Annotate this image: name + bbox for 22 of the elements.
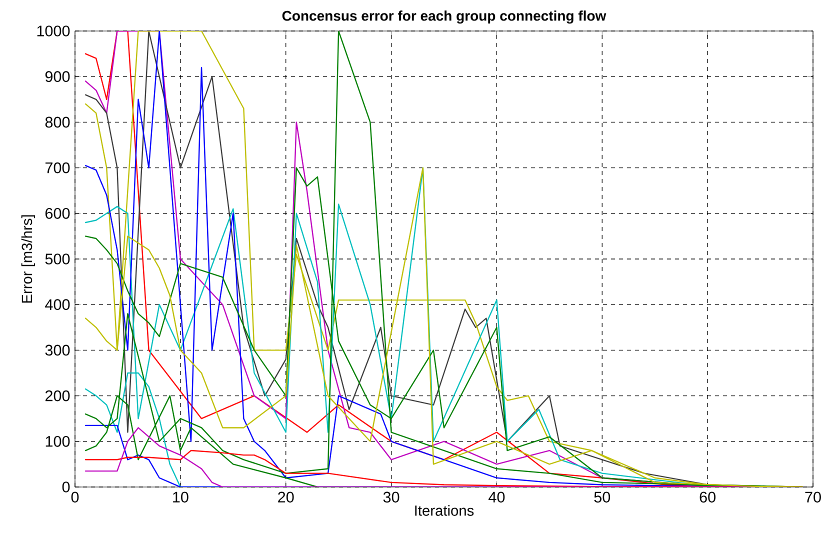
y-tick-label: 1000: [37, 26, 70, 36]
x-tick-label: 60: [700, 492, 716, 503]
x-axis-title: Iterations: [415, 505, 474, 516]
x-tick-label: 30: [383, 492, 400, 503]
x-tick-label: 40: [488, 492, 505, 503]
x-tick-label: 0: [71, 492, 79, 503]
x-tick-label: 70: [805, 492, 821, 503]
y-tick-label: 900: [45, 71, 70, 82]
y-tick-label: 700: [46, 162, 70, 174]
x-tick-label: 20: [278, 492, 294, 503]
y-tick-label: 400: [45, 299, 70, 310]
y-tick-label: 600: [45, 208, 70, 219]
y-tick-label: 300: [45, 344, 70, 356]
chart-title: Concensus error for each group connecting flow: [282, 10, 606, 24]
y-tick-label: 800: [45, 116, 70, 128]
x-tick-label: 50: [594, 492, 610, 503]
y-axis-title: Error [m3/hrs]: [21, 215, 36, 303]
y-tick-label: 0: [62, 482, 70, 492]
y-tick-label: 200: [45, 390, 70, 402]
x-tick-label: 10: [173, 492, 188, 503]
y-tick-label: 100: [46, 436, 70, 447]
y-tick-label: 500: [45, 254, 70, 264]
